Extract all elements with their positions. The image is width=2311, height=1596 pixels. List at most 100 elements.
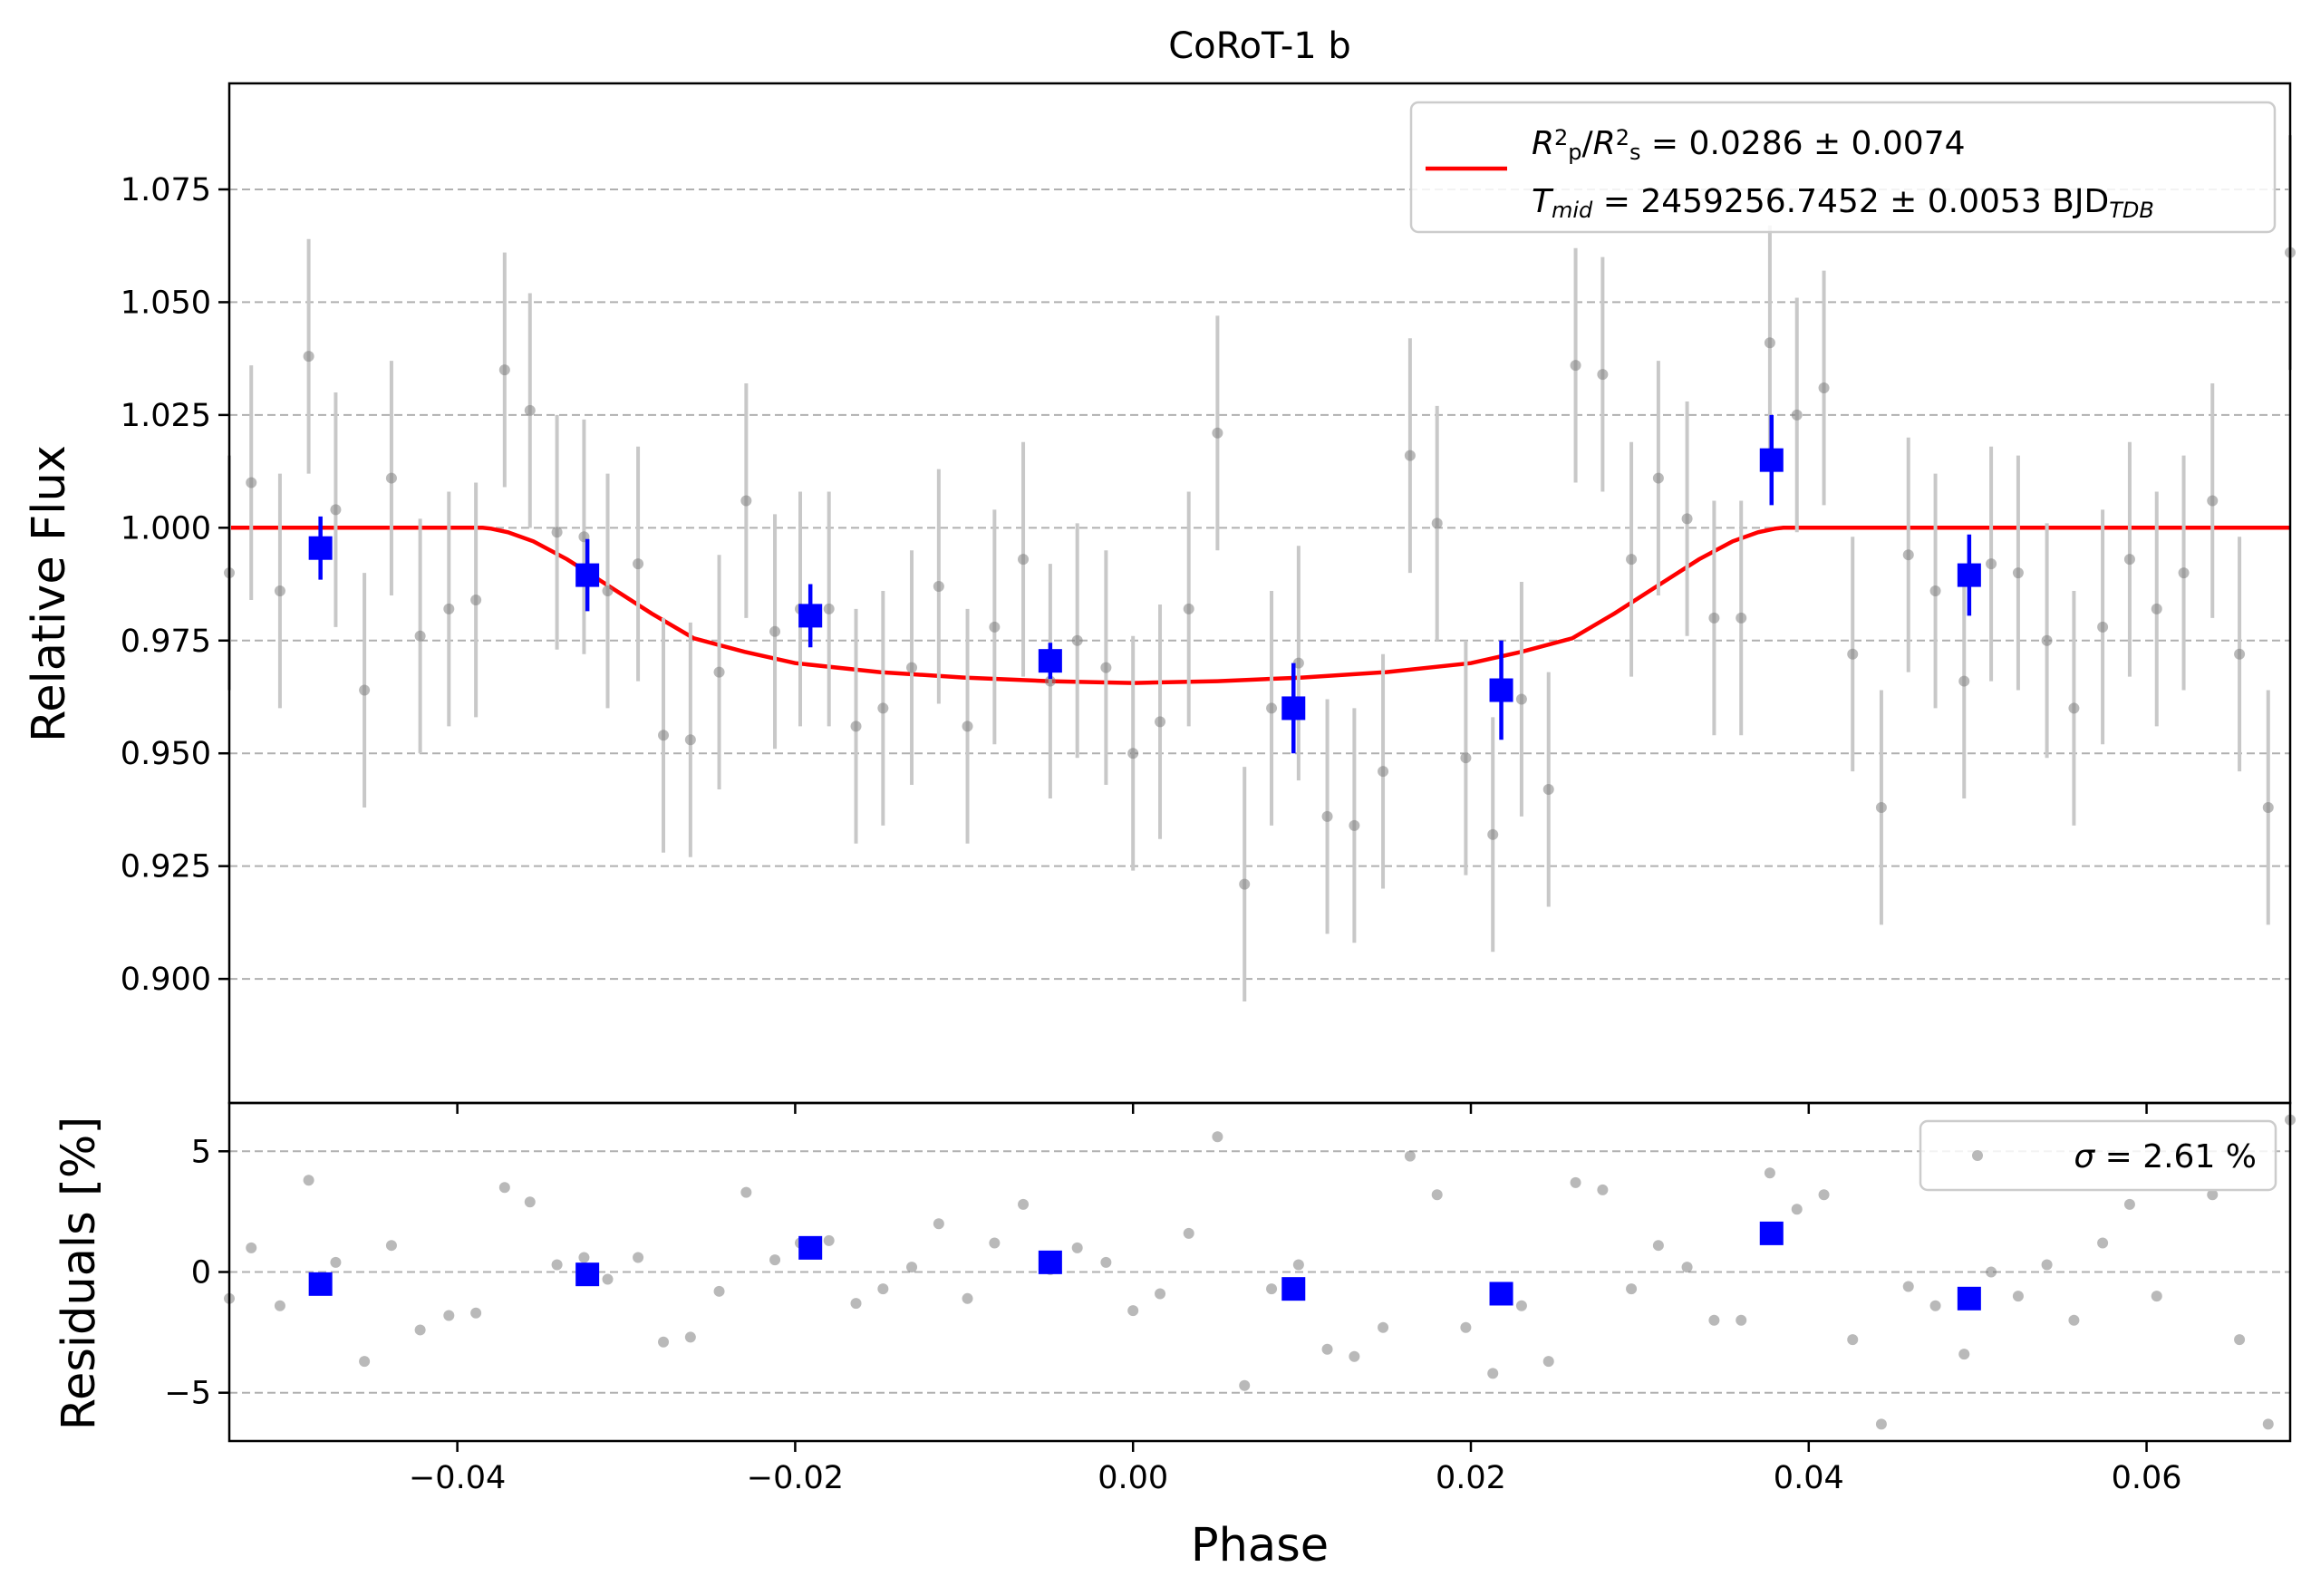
- raw-point: [1818, 382, 1830, 394]
- raw-point: [1404, 450, 1416, 461]
- residual-raw-point: [1212, 1131, 1223, 1143]
- binned-point: [1038, 649, 1062, 673]
- residual-raw-point: [1460, 1321, 1472, 1333]
- raw-point: [1791, 409, 1803, 421]
- legend-text-part: = 2.61 %: [2094, 1138, 2257, 1175]
- residual-raw-point: [906, 1262, 918, 1273]
- raw-point: [2097, 621, 2109, 633]
- residual-raw-point: [1155, 1288, 1166, 1300]
- raw-point: [2207, 495, 2219, 507]
- binned-point: [798, 604, 823, 628]
- raw-point: [823, 603, 835, 614]
- phase-x-tick-label: −0.02: [747, 1460, 844, 1496]
- raw-point: [1431, 517, 1443, 529]
- flux-y-tick-label: 0.950: [121, 736, 211, 772]
- raw-point: [989, 621, 1001, 633]
- legend-text-part: R: [1532, 125, 1554, 162]
- residual-raw-point: [1378, 1321, 1389, 1333]
- binned-point: [1759, 448, 1784, 472]
- residual-raw-point: [2097, 1237, 2109, 1249]
- sigma-legend-label: σ = 2.61 %: [2074, 1138, 2257, 1175]
- phase-x-tick-label: 0.02: [1436, 1460, 1506, 1496]
- raw-point: [2234, 648, 2246, 660]
- tmid-legend-label: Tmid = 2459256.7452 ± 0.0053 BJDTDB: [1532, 183, 2154, 223]
- residual-raw-point: [1266, 1283, 1278, 1295]
- residual-raw-point: [1349, 1350, 1360, 1362]
- residuals-y-axis-label: Residuals [%]: [53, 1117, 106, 1430]
- residual-raw-point: [1818, 1189, 1830, 1201]
- raw-point: [602, 585, 614, 597]
- legend-text-part: T: [1532, 183, 1554, 220]
- residuals-y-ticks: −5 0 5: [164, 1134, 229, 1412]
- residual-raw-point: [1487, 1368, 1499, 1379]
- raw-point: [443, 603, 455, 614]
- raw-point: [1212, 427, 1223, 439]
- residual-raw-point: [2262, 1418, 2274, 1430]
- residual-binned-point: [1489, 1282, 1513, 1306]
- residual-raw-point: [1071, 1242, 1083, 1253]
- raw-point: [330, 504, 342, 516]
- residual-binned-point: [798, 1235, 823, 1260]
- residual-raw-point: [2151, 1291, 2162, 1302]
- raw-point: [1071, 634, 1083, 646]
- raw-point: [1321, 810, 1333, 822]
- legend-text-part: /: [1582, 125, 1594, 162]
- residual-raw-point: [578, 1252, 590, 1263]
- residual-raw-point: [1875, 1418, 1887, 1430]
- residual-raw-point: [551, 1259, 563, 1271]
- raw-point: [713, 666, 725, 678]
- flux-y-tick-label: 0.975: [121, 624, 211, 660]
- residual-raw-point: [1183, 1227, 1194, 1239]
- flux-legend: R2p/R2s = 0.0286 ± 0.0074 Tmid = 2459256…: [1409, 101, 2277, 234]
- raw-point: [2012, 567, 2024, 579]
- residual-raw-point: [1292, 1259, 1304, 1271]
- raw-point: [1542, 784, 1554, 796]
- binned-point: [308, 536, 333, 560]
- residual-raw-point: [1847, 1334, 1859, 1346]
- raw-point: [1736, 612, 1747, 624]
- raw-point: [1986, 558, 1997, 570]
- chart-title: CoRoT-1 b: [1168, 25, 1351, 67]
- residual-raw-point: [1764, 1167, 1775, 1179]
- legend-text-part: s: [1629, 140, 1641, 165]
- residual-raw-point: [1515, 1300, 1527, 1311]
- residual-raw-point: [962, 1292, 973, 1304]
- raw-point: [1626, 554, 1638, 566]
- raw-point: [962, 721, 973, 732]
- legend-text-part: 2: [1616, 125, 1629, 150]
- residual-raw-point: [1929, 1300, 1941, 1311]
- raw-point: [1183, 603, 1194, 614]
- flux-legend-box: [1409, 101, 2277, 234]
- residual-raw-point: [1708, 1314, 1720, 1326]
- residual-raw-point: [1239, 1379, 1251, 1391]
- residual-raw-point: [823, 1234, 835, 1246]
- residual-raw-point: [330, 1256, 342, 1268]
- flux-y-ticks: 0.900 0.925 0.950 0.975 1.000 1.025 1.050 1.075: [121, 172, 2148, 1114]
- residual-raw-point: [1652, 1240, 1664, 1252]
- raw-point: [385, 472, 397, 484]
- raw-point: [470, 594, 482, 605]
- residual-raw-point: [740, 1186, 752, 1198]
- residual-raw-point: [2012, 1291, 2024, 1302]
- residual-raw-point: [1791, 1204, 1803, 1215]
- residual-raw-point: [470, 1307, 482, 1319]
- raw-point: [1902, 549, 1914, 561]
- flux-y-tick-label: 1.075: [121, 172, 211, 208]
- residual-raw-point: [1986, 1266, 1997, 1278]
- raw-point: [1764, 337, 1775, 349]
- raw-point: [1239, 878, 1251, 890]
- raw-point: [1127, 748, 1139, 759]
- residual-raw-point: [1542, 1356, 1554, 1368]
- residual-raw-point: [850, 1298, 862, 1310]
- legend-text-part: p: [1568, 140, 1581, 165]
- legend-text-part: = 2459256.7452 ± 0.0053 BJD: [1592, 183, 2109, 220]
- raw-point: [2262, 801, 2274, 813]
- residual-raw-point: [246, 1242, 257, 1253]
- raw-point: [359, 684, 371, 696]
- flux-y-tick-label: 0.925: [121, 849, 211, 885]
- raw-point: [740, 495, 752, 507]
- legend-text-part: = 0.0286 ± 0.0074: [1640, 125, 1965, 162]
- residual-binned-point: [1038, 1250, 1062, 1274]
- residual-raw-point: [443, 1310, 455, 1321]
